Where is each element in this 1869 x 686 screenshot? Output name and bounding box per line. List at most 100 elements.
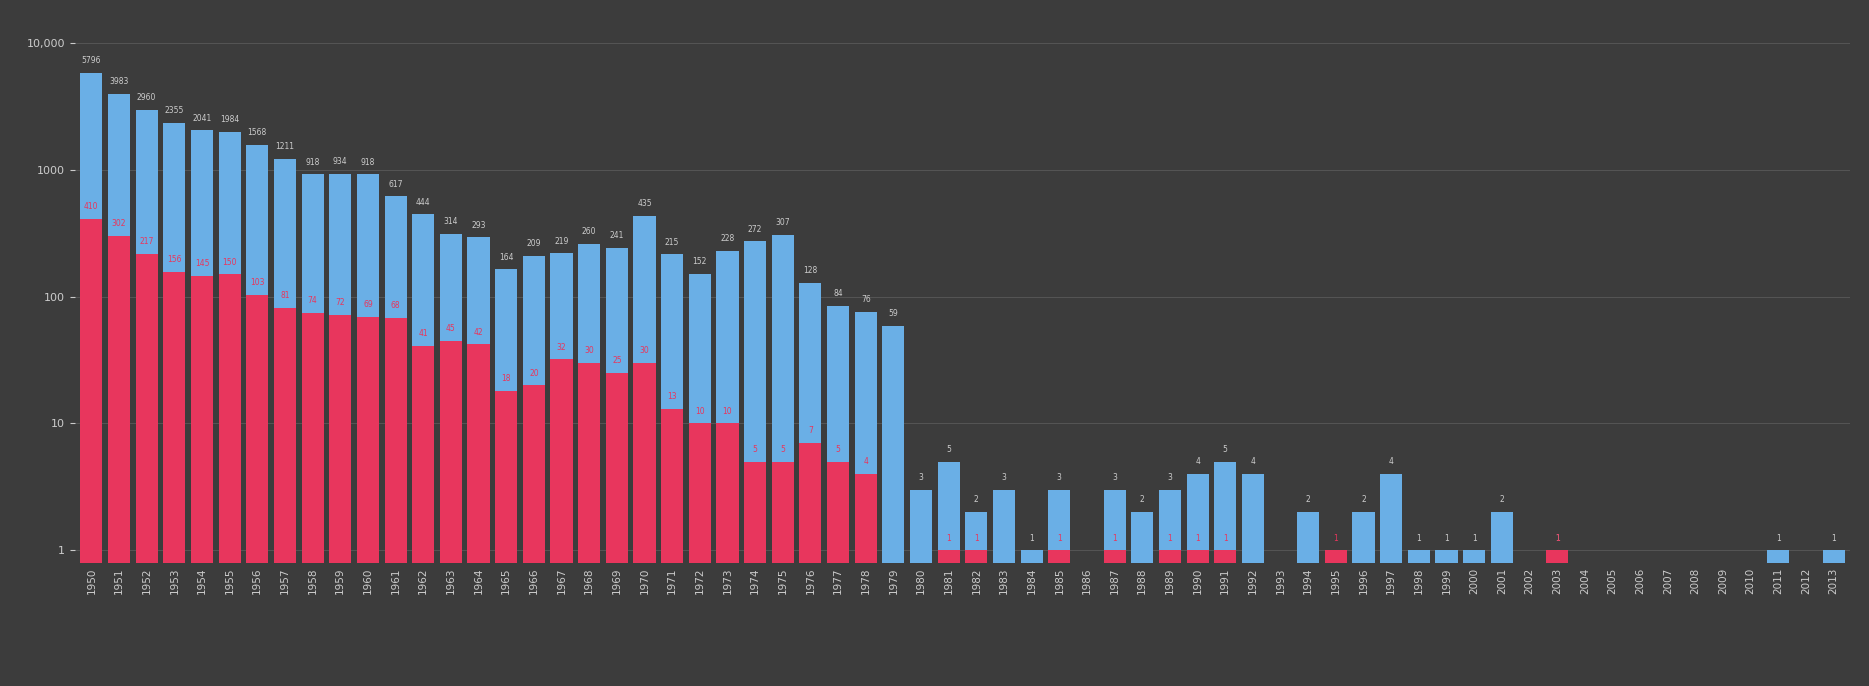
- Text: 1: 1: [1222, 534, 1228, 543]
- Bar: [1103, 550, 1125, 686]
- Text: 150: 150: [222, 257, 237, 267]
- Text: 2041: 2041: [193, 114, 211, 123]
- Bar: [992, 490, 1015, 686]
- Text: 241: 241: [609, 231, 624, 240]
- Text: 1: 1: [946, 534, 951, 543]
- Bar: [662, 255, 684, 686]
- Text: 30: 30: [585, 346, 594, 355]
- Bar: [690, 274, 710, 686]
- Text: 7: 7: [807, 426, 813, 436]
- Bar: [385, 196, 407, 686]
- Bar: [163, 272, 185, 686]
- Text: 1: 1: [1030, 534, 1034, 543]
- Text: 1: 1: [1471, 534, 1477, 543]
- Text: 13: 13: [667, 392, 677, 401]
- Text: 1: 1: [1832, 534, 1835, 543]
- Text: 41: 41: [419, 329, 428, 338]
- Bar: [1325, 550, 1348, 686]
- Text: 1: 1: [974, 534, 979, 543]
- Bar: [439, 340, 462, 686]
- Text: 3: 3: [1002, 473, 1007, 482]
- Bar: [1546, 550, 1568, 686]
- Text: 918: 918: [361, 158, 376, 167]
- Text: 152: 152: [693, 257, 706, 265]
- Bar: [357, 317, 379, 686]
- Bar: [606, 373, 628, 686]
- Bar: [606, 248, 628, 686]
- Bar: [467, 237, 490, 686]
- Text: 76: 76: [862, 295, 871, 304]
- Bar: [826, 306, 849, 686]
- Text: 42: 42: [473, 328, 484, 337]
- Text: 81: 81: [280, 292, 290, 300]
- Text: 2: 2: [1499, 495, 1505, 504]
- Text: 209: 209: [527, 239, 542, 248]
- Bar: [1103, 490, 1125, 686]
- Text: 145: 145: [194, 259, 209, 268]
- Bar: [523, 256, 546, 686]
- Bar: [136, 110, 157, 686]
- Text: 2: 2: [1140, 495, 1144, 504]
- Bar: [772, 462, 794, 686]
- Text: 10: 10: [695, 407, 705, 416]
- Bar: [1546, 550, 1568, 686]
- Bar: [964, 550, 987, 686]
- Bar: [439, 233, 462, 686]
- Bar: [219, 274, 241, 686]
- Text: 5: 5: [1222, 445, 1228, 454]
- Text: 20: 20: [529, 368, 538, 377]
- Text: 5: 5: [835, 445, 841, 454]
- Bar: [854, 474, 877, 686]
- Text: 302: 302: [112, 219, 127, 228]
- Bar: [1049, 550, 1071, 686]
- Text: 293: 293: [471, 221, 486, 230]
- Text: 68: 68: [391, 301, 400, 310]
- Bar: [136, 254, 157, 686]
- Text: 4: 4: [1194, 457, 1200, 466]
- Bar: [413, 346, 434, 686]
- Bar: [1435, 550, 1458, 686]
- Bar: [964, 512, 987, 686]
- Bar: [1159, 490, 1181, 686]
- Bar: [1379, 474, 1402, 686]
- Bar: [826, 462, 849, 686]
- Text: 10: 10: [723, 407, 733, 416]
- Text: 3: 3: [1112, 473, 1118, 482]
- Text: 1: 1: [1112, 534, 1118, 543]
- Bar: [551, 359, 572, 686]
- Bar: [163, 123, 185, 686]
- Text: 272: 272: [748, 225, 763, 234]
- Bar: [1215, 550, 1235, 686]
- Bar: [108, 236, 131, 686]
- Bar: [690, 423, 710, 686]
- Text: 4: 4: [863, 457, 869, 466]
- Text: 260: 260: [581, 227, 596, 236]
- Bar: [219, 132, 241, 686]
- Bar: [1049, 490, 1071, 686]
- Text: 1: 1: [1196, 534, 1200, 543]
- Bar: [1768, 550, 1789, 686]
- Bar: [329, 174, 351, 686]
- Bar: [301, 313, 323, 686]
- Text: 1: 1: [1058, 534, 1062, 543]
- Bar: [910, 490, 933, 686]
- Text: 5796: 5796: [82, 56, 101, 65]
- Bar: [634, 215, 656, 686]
- Bar: [247, 295, 269, 686]
- Text: 1211: 1211: [275, 143, 295, 152]
- Text: 45: 45: [447, 324, 456, 333]
- Text: 2355: 2355: [164, 106, 183, 115]
- Bar: [1131, 512, 1153, 686]
- Text: 69: 69: [363, 300, 372, 309]
- Text: 934: 934: [333, 157, 348, 166]
- Bar: [1353, 512, 1374, 686]
- Text: 2: 2: [1361, 495, 1366, 504]
- Bar: [1215, 462, 1235, 686]
- Bar: [938, 550, 961, 686]
- Text: 2960: 2960: [136, 93, 157, 102]
- Text: 410: 410: [84, 202, 99, 211]
- Bar: [1020, 550, 1043, 686]
- Bar: [716, 251, 738, 686]
- Bar: [191, 276, 213, 686]
- Text: 18: 18: [501, 375, 510, 383]
